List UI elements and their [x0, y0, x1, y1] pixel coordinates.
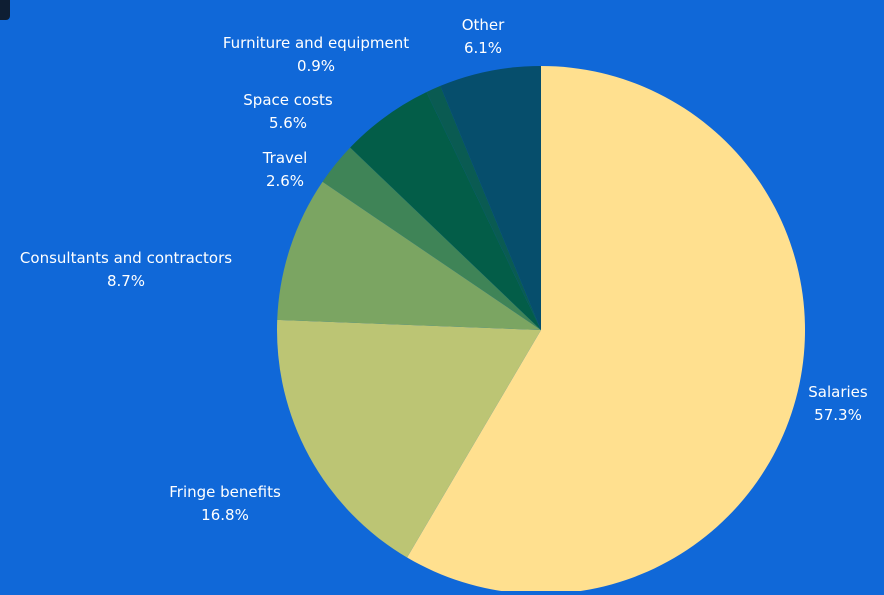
slice-label: Consultants and contractors — [20, 249, 232, 267]
slice-value-label: 8.7% — [107, 272, 145, 290]
pie-slice-travel — [322, 147, 541, 330]
pie-slice-space-costs — [350, 92, 541, 330]
slice-value-label: 0.9% — [297, 57, 335, 75]
slice-value-label: 2.6% — [266, 172, 304, 190]
pie-slices — [277, 66, 806, 594]
slice-label: Salaries — [808, 383, 868, 401]
pie-slice-salaries — [407, 66, 806, 594]
slice-value-label: 16.8% — [201, 506, 249, 524]
pie-slice-furniture-and-equipment — [426, 85, 541, 331]
slice-value-label: 57.3% — [814, 406, 862, 424]
slice-label: Space costs — [243, 91, 333, 109]
slice-label: Travel — [262, 149, 308, 167]
corner-mark — [0, 0, 10, 20]
slice-value-label: 6.1% — [464, 39, 502, 57]
pie-labels: Salaries 57.3% Fringe benefits 16.8% Consult… — [20, 16, 868, 524]
slice-label: Fringe benefits — [169, 483, 281, 501]
slice-label: Furniture and equipment — [223, 34, 409, 52]
slice-value-label: 5.6% — [269, 114, 307, 132]
pie-slice-other — [440, 66, 541, 330]
pie-slice-fringe-benefits — [277, 319, 541, 558]
slice-label: Other — [462, 16, 505, 34]
pie-slice-consultants-and-contractors — [277, 181, 541, 330]
